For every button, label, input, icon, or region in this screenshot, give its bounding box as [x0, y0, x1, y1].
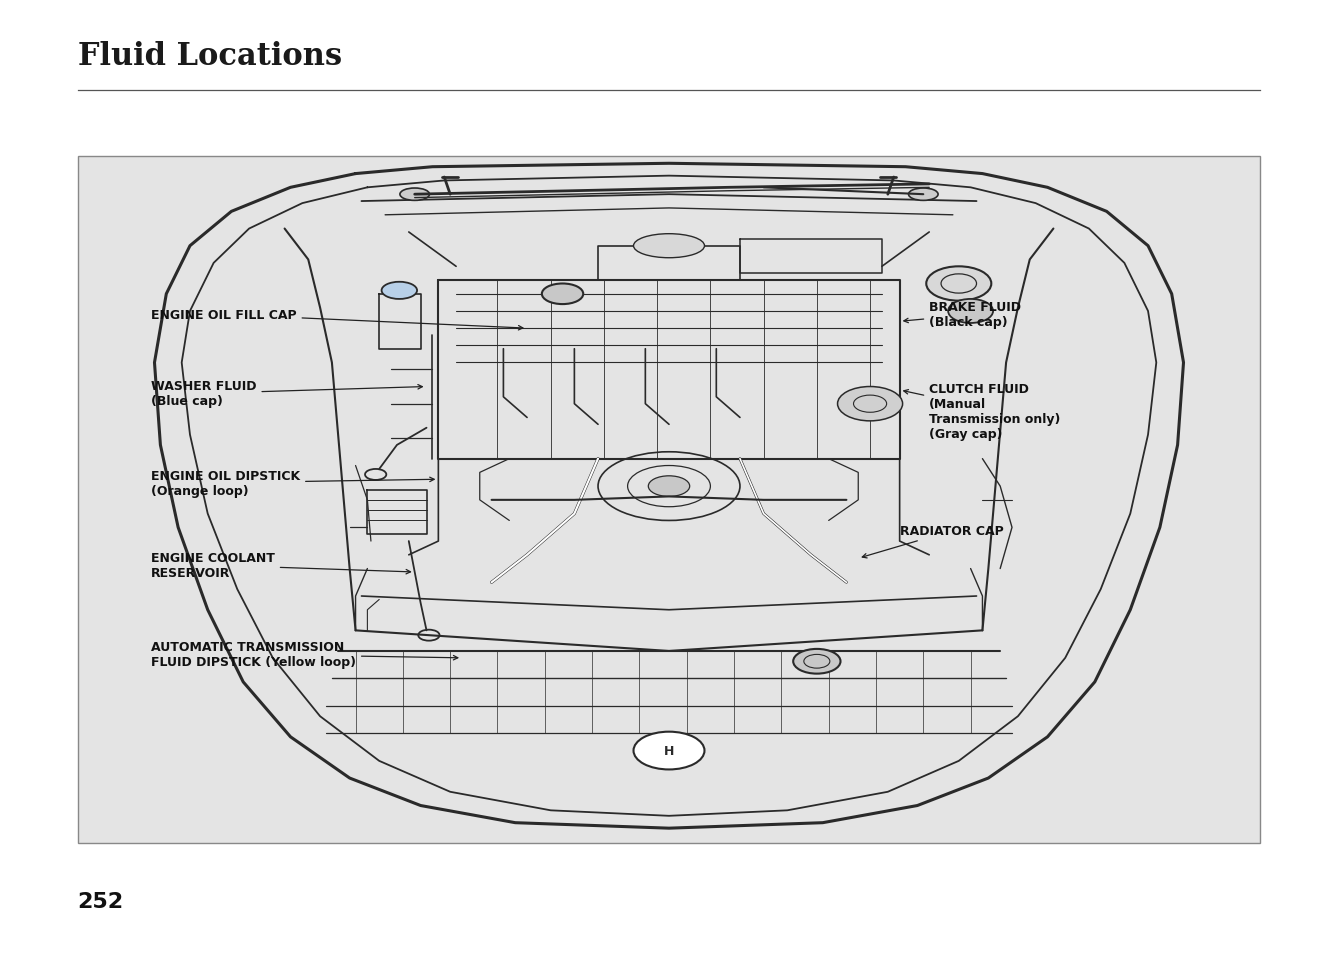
Ellipse shape	[400, 189, 429, 201]
Ellipse shape	[633, 732, 705, 770]
Text: BRAKE FLUID
(Black cap): BRAKE FLUID (Black cap)	[903, 301, 1021, 329]
Ellipse shape	[926, 267, 991, 301]
Text: AUTOMATIC TRANSMISSION
FLUID DIPSTICK (Yellow loop): AUTOMATIC TRANSMISSION FLUID DIPSTICK (Y…	[151, 640, 458, 669]
Text: Fluid Locations: Fluid Locations	[78, 41, 341, 71]
Text: ENGINE OIL FILL CAP: ENGINE OIL FILL CAP	[151, 309, 523, 331]
Text: WASHER FLUID
(Blue cap): WASHER FLUID (Blue cap)	[151, 380, 423, 408]
Text: H: H	[664, 744, 674, 758]
Ellipse shape	[909, 189, 938, 201]
Text: 252: 252	[78, 891, 123, 910]
Ellipse shape	[793, 649, 840, 674]
Ellipse shape	[949, 299, 993, 324]
Text: ENGINE OIL DIPSTICK
(Orange loop): ENGINE OIL DIPSTICK (Orange loop)	[151, 469, 435, 497]
FancyBboxPatch shape	[78, 157, 1260, 843]
Ellipse shape	[838, 387, 903, 421]
Text: CLUTCH FLUID
(Manual
Transmission only)
(Gray cap): CLUTCH FLUID (Manual Transmission only) …	[903, 382, 1061, 440]
Text: RADIATOR CAP: RADIATOR CAP	[862, 525, 1004, 558]
Ellipse shape	[542, 284, 583, 305]
Ellipse shape	[633, 234, 705, 258]
Ellipse shape	[381, 282, 417, 299]
Ellipse shape	[649, 476, 689, 497]
Text: ENGINE COOLANT
RESERVOIR: ENGINE COOLANT RESERVOIR	[151, 552, 411, 579]
